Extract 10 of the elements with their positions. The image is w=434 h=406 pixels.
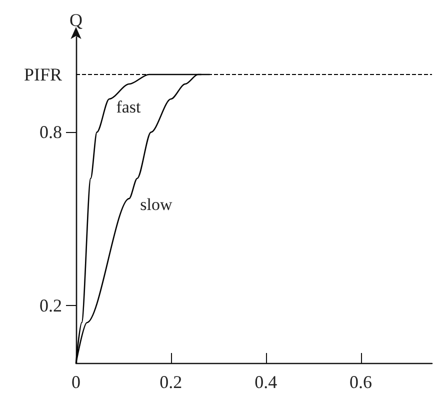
y-tick-label: PIFR [24, 64, 62, 85]
x-tick-label: 0.2 [160, 372, 182, 392]
series-label: slow [140, 195, 173, 214]
y-tick-label: 0.2 [40, 295, 62, 316]
x-tick-label: 0.6 [350, 372, 372, 392]
series-label: fast [116, 98, 142, 117]
x-tick-label: 0 [72, 372, 80, 392]
y-axis-title: Q [70, 10, 82, 30]
x-tick-label: 0.4 [254, 372, 278, 392]
y-tick-label: 0.8 [40, 122, 62, 142]
